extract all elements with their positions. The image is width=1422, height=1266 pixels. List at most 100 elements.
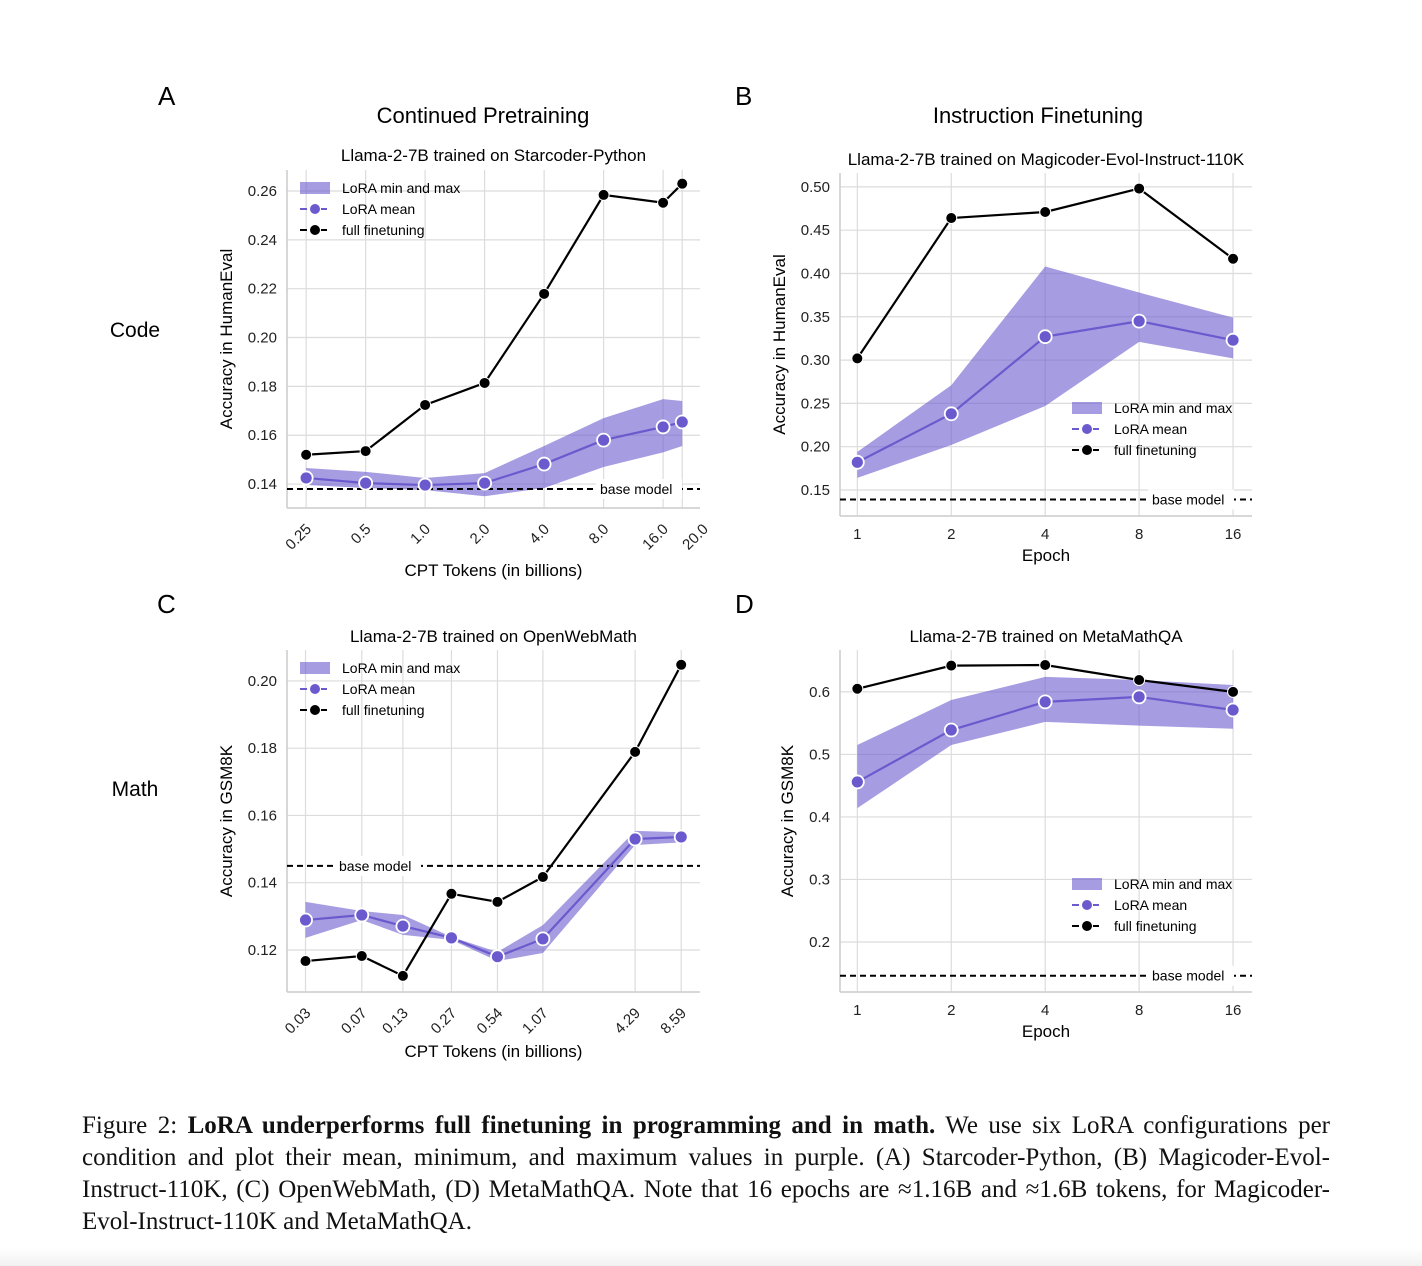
legend-label-band: LoRA min and max	[1114, 400, 1232, 416]
lora-mean-point	[395, 918, 411, 934]
full-finetuning-point	[1133, 674, 1146, 687]
full-finetuning-point	[676, 177, 689, 190]
lora-mean-point	[674, 414, 690, 430]
legend-marker-full	[309, 224, 321, 236]
x-axis-label: Epoch	[1022, 1022, 1070, 1041]
chart-title: Llama-2-7B trained on MetaMathQA	[909, 627, 1183, 646]
chart-panel-b: base model 0.15 0.20 0.25 0.30 0.35 0.40 0.45 0.…	[770, 150, 1252, 565]
y-axis-label: Accuracy in GSM8K	[778, 744, 797, 897]
lora-min-max-band	[306, 399, 683, 497]
y-tick-label: 0.3	[809, 871, 830, 888]
y-tick-label: 0.16	[248, 807, 277, 824]
legend-swatch-band	[1072, 878, 1102, 890]
lora-mean-point	[444, 930, 459, 946]
x-tick-label: 1.0	[407, 521, 434, 548]
figure-caption: Figure 2: LoRA underperforms full finetu…	[82, 1110, 1330, 1238]
x-tick-label: 4.0	[526, 521, 553, 548]
base-model-label: base model	[1152, 968, 1224, 984]
x-tick-label: 8	[1135, 526, 1143, 543]
x-tick-label: 8.0	[586, 521, 613, 548]
full-finetuning-point	[1133, 182, 1146, 195]
full-finetuning-line	[306, 182, 684, 456]
column-title-pretraining: Continued Pretraining	[377, 103, 590, 128]
y-tick-label: 0.25	[801, 395, 830, 412]
legend-swatch-band	[300, 662, 330, 674]
y-axis-label: Accuracy in HumanEval	[217, 249, 236, 429]
full-finetuning-line	[305, 664, 683, 978]
legend: LoRA min and max LoRA mean full finetuning	[1072, 400, 1232, 458]
y-tick-label: 0.50	[801, 179, 830, 196]
y-tick-label: 0.5	[809, 746, 830, 763]
lora-mean-point	[627, 831, 643, 847]
y-tick-label: 0.6	[809, 684, 830, 701]
chart-title: Llama-2-7B trained on Starcoder-Python	[341, 146, 646, 165]
legend-label-full: full finetuning	[342, 222, 425, 238]
y-tick-label: 0.45	[801, 222, 830, 239]
row-label-code: Code	[110, 319, 160, 342]
full-finetuning-point	[491, 895, 504, 908]
full-finetuning-point	[299, 955, 312, 968]
x-tick-label: 20.0	[679, 521, 712, 554]
legend-marker-full	[309, 704, 321, 716]
legend-label-mean: LoRA mean	[1114, 421, 1187, 437]
y-tick-label: 0.20	[801, 439, 830, 456]
full-finetuning-point	[851, 352, 864, 365]
legend-swatch-band	[300, 182, 330, 194]
base-model-label-bg	[1148, 489, 1234, 510]
panel-letter-b: B	[735, 81, 752, 111]
x-tick-label: 2	[947, 526, 955, 543]
x-tick-label: 4.29	[611, 1005, 644, 1038]
legend: LoRA min and max LoRA mean full finetuning	[1072, 876, 1232, 934]
full-finetuning-point	[536, 870, 549, 883]
x-axis-label: Epoch	[1022, 546, 1070, 565]
caption-label: Figure 2:	[82, 1112, 178, 1139]
x-tick-label: 16	[1225, 526, 1242, 543]
y-tick-label: 0.22	[248, 281, 277, 298]
panel-letter-a: A	[158, 81, 176, 111]
lora-min-max-band	[857, 676, 1234, 809]
legend-swatch-band	[1072, 402, 1102, 414]
x-tick-label: 0.25	[282, 521, 315, 554]
y-tick-label: 0.20	[248, 673, 277, 690]
panel-letter-c: C	[157, 589, 176, 619]
full-finetuning-point	[1227, 685, 1240, 698]
base-model-label-bg	[335, 855, 421, 876]
lora-mean-point	[596, 432, 611, 448]
x-tick-label: 2	[947, 1002, 955, 1019]
lora-mean-point	[943, 722, 959, 738]
x-tick-label: 16.0	[639, 521, 672, 554]
bottom-bar	[0, 1248, 1422, 1266]
lora-mean-point	[673, 829, 689, 845]
x-tick-label: 2.0	[467, 521, 494, 548]
legend-marker-mean	[309, 203, 321, 215]
y-tick-label: 0.15	[801, 482, 830, 499]
x-tick-label: 0.5	[348, 521, 375, 548]
full-finetuning-point	[300, 448, 313, 461]
chart-title: Llama-2-7B trained on OpenWebMath	[350, 627, 637, 646]
lora-mean-point	[535, 931, 551, 947]
lora-mean-point	[490, 949, 505, 965]
lora-mean-point	[298, 470, 314, 486]
y-tick-label: 0.26	[248, 183, 277, 200]
lora-mean-point	[1037, 694, 1053, 710]
lora-mean-point	[536, 456, 552, 472]
y-axis-label: Accuracy in GSM8K	[217, 744, 236, 897]
legend-marker-mean	[1081, 899, 1093, 911]
lora-mean-point	[943, 406, 959, 422]
lora-mean-point	[1225, 702, 1241, 718]
legend-label-full: full finetuning	[1114, 442, 1197, 458]
legend-marker-mean	[309, 683, 321, 695]
lora-mean-line	[306, 420, 683, 487]
y-tick-label: 0.18	[248, 378, 277, 395]
chart-panel-a: base model 0.14 0.16 0.18 0.20 0.22 0.24 0.26 0.…	[217, 146, 712, 580]
lora-mean-point	[354, 907, 370, 923]
full-finetuning-point	[851, 682, 864, 695]
base-model-label-bg	[596, 478, 682, 499]
full-finetuning-point	[945, 659, 958, 672]
legend-label-mean: LoRA mean	[342, 681, 415, 697]
x-tick-label: 0.54	[474, 1005, 507, 1038]
full-finetuning-point	[396, 969, 409, 982]
full-finetuning-point	[657, 196, 670, 209]
y-tick-label: 0.14	[248, 476, 277, 493]
